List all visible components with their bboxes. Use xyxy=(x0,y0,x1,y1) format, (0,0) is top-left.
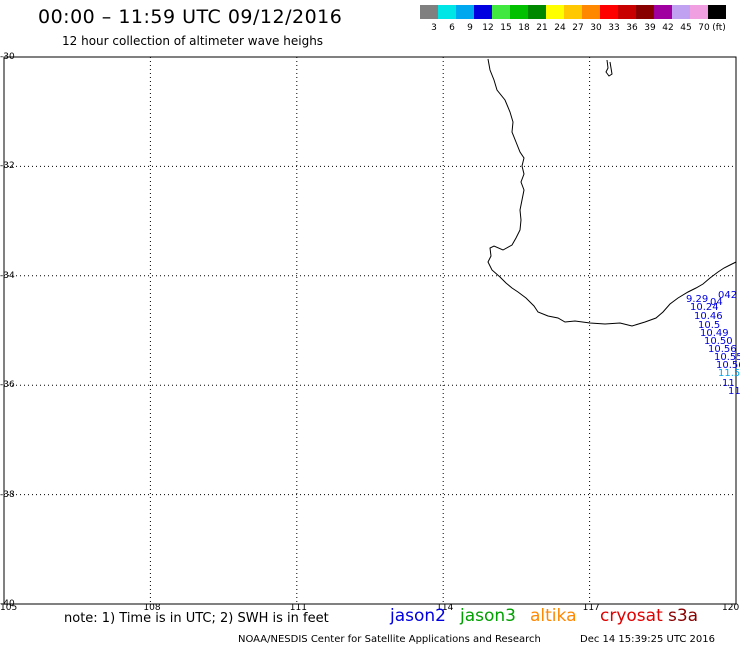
legend-label: 18 xyxy=(518,23,530,33)
wave-height-value: 11.5 xyxy=(718,368,740,379)
legend-label: 33 xyxy=(608,23,620,33)
wave-height-value: 10.55 xyxy=(714,352,740,363)
longitude-tick-label: 108 xyxy=(143,603,161,613)
wave-height-value: 10.56 xyxy=(716,360,740,371)
wave-height-value: 10.50 xyxy=(704,336,733,347)
longitude-tick-label: 120 xyxy=(722,603,740,613)
legend-swatch xyxy=(492,5,510,19)
wave-height-value: 10.49 xyxy=(700,328,729,339)
legend-swatch xyxy=(438,5,456,19)
wave-height-value: 10.46 xyxy=(694,311,723,322)
legend-swatch xyxy=(690,5,708,19)
satellite-name: s3a xyxy=(668,606,699,626)
island-outline xyxy=(605,59,613,77)
map-title: 00:00 – 11:59 UTC 09/12/2016 xyxy=(38,6,343,28)
legend-label: 70 xyxy=(698,23,710,33)
latitude-tick-label: -40 xyxy=(0,599,15,609)
latitude-tick-label: -34 xyxy=(0,270,15,281)
legend-swatch xyxy=(672,5,690,19)
longitude-tick-label: 105 xyxy=(0,603,18,613)
footer-note: note: 1) Time is in UTC; 2) SWH is in fe… xyxy=(64,611,329,626)
wave-height-value: 9.29 xyxy=(686,294,709,305)
latitude-tick-label: -32 xyxy=(0,161,15,172)
satellite-name: jason3 xyxy=(460,606,516,626)
legend-swatch xyxy=(546,5,564,19)
wave-height-value: 042 xyxy=(718,290,738,301)
latitude-tick-label: -36 xyxy=(0,380,15,391)
legend-swatch xyxy=(510,5,528,19)
australia-coastline xyxy=(487,58,737,327)
legend-swatch xyxy=(618,5,636,19)
legend-swatch xyxy=(528,5,546,19)
legend-swatch xyxy=(456,5,474,19)
legend-label: 9 xyxy=(467,23,473,33)
map-frame xyxy=(3,56,737,605)
legend-label: 21 xyxy=(536,23,548,33)
legend-label: 42 xyxy=(662,23,674,33)
legend-label: 24 xyxy=(554,23,566,33)
legend-swatch xyxy=(654,5,672,19)
map-subtitle: 12 hour collection of altimeter wave hei… xyxy=(62,34,324,48)
longitude-tick-label: 117 xyxy=(582,603,600,613)
wave-height-value: 10.5 xyxy=(698,320,721,331)
satellite-name: altika xyxy=(530,606,577,626)
satellite-name: cryosat xyxy=(600,606,663,626)
longitude-tick-label: 111 xyxy=(289,603,307,613)
legend-label: 27 xyxy=(572,23,584,33)
legend-unit: (ft) xyxy=(712,23,726,33)
legend-label: 3 xyxy=(431,23,437,33)
legend-label: 30 xyxy=(590,23,602,33)
legend-swatch xyxy=(636,5,654,19)
longitude-tick-label: 114 xyxy=(436,603,454,613)
legend-swatch xyxy=(564,5,582,19)
generated-timestamp: Dec 14 15:39:25 UTC 2016 xyxy=(580,634,715,645)
graticule xyxy=(4,57,736,604)
legend-label: 39 xyxy=(644,23,656,33)
wave-height-value: 11 xyxy=(728,386,740,397)
legend-label: 6 xyxy=(449,23,455,33)
legend-swatch xyxy=(708,5,726,19)
legend-label: 12 xyxy=(482,23,494,33)
satellite-name: jason2 xyxy=(390,606,446,626)
credit-line: NOAA/NESDIS Center for Satellite Applica… xyxy=(238,634,541,645)
wave-height-value: 11 xyxy=(722,378,735,389)
latitude-tick-label: -30 xyxy=(0,52,15,62)
legend-swatch xyxy=(582,5,600,19)
legend-label: 36 xyxy=(626,23,638,33)
legend-swatch xyxy=(474,5,492,19)
wave-height-value: 10.24 xyxy=(690,302,719,313)
legend-label: 45 xyxy=(680,23,692,33)
wave-height-value: 04 xyxy=(710,297,723,308)
legend-swatch xyxy=(600,5,618,19)
latitude-tick-label: -38 xyxy=(0,489,15,500)
legend-swatch xyxy=(420,5,438,19)
legend-label: 15 xyxy=(500,23,512,33)
wave-height-value: 10.56 xyxy=(708,344,737,355)
